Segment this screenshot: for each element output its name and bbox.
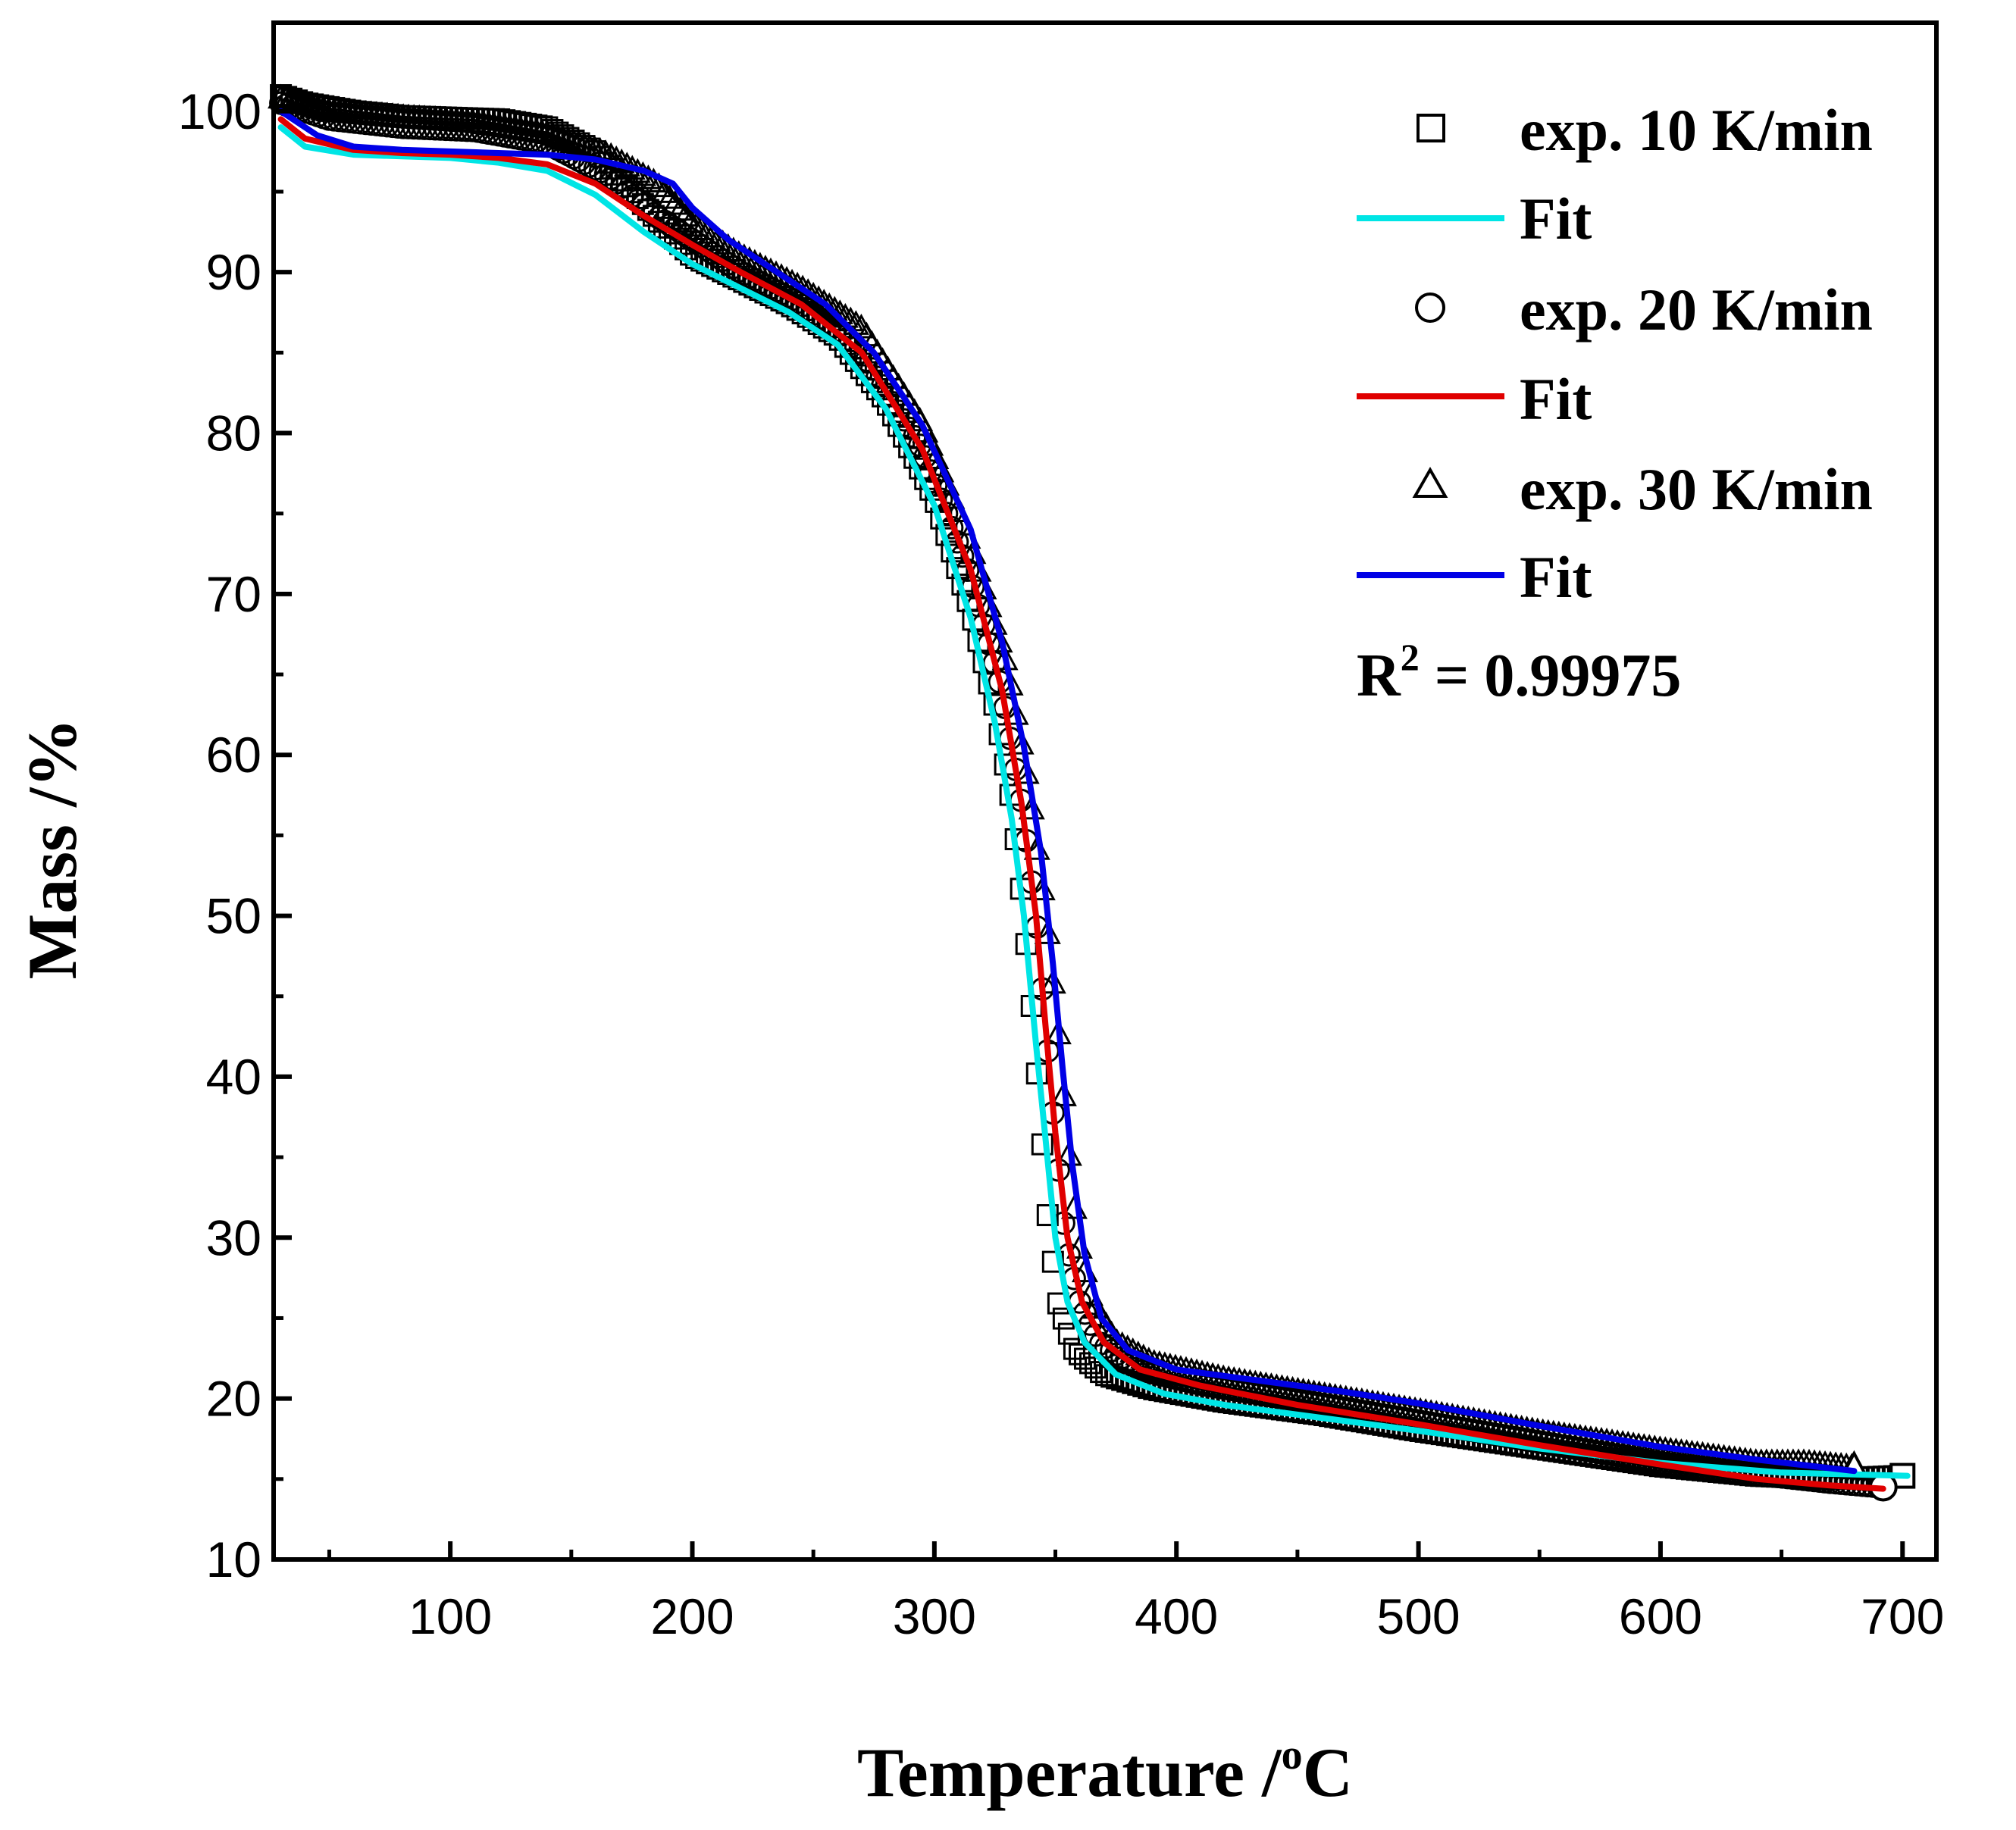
x-tick-label: 400 (1135, 1588, 1218, 1644)
y-tick-label: 20 (206, 1371, 261, 1427)
x-tick-label: 600 (1619, 1588, 1702, 1644)
r-squared-value: = 0.99975 (1420, 643, 1682, 709)
y-tick-label: 60 (206, 727, 261, 783)
marker-triangle (1018, 794, 1045, 820)
fit-line-red (277, 116, 1886, 1492)
marker-triangle (1002, 699, 1029, 725)
marker-triangle (699, 222, 726, 248)
plot-frame (271, 20, 1939, 1562)
legend-label-exp-10: exp. 10 K/min (1520, 97, 1873, 163)
marker-triangle (656, 183, 683, 209)
marker-triangle (672, 202, 700, 227)
fit-line-blue (277, 108, 1858, 1475)
axes: 10 20 30 40 50 60 70 80 90 100 100 200 300 400 500 600 7… (178, 83, 1944, 1644)
y-axis-title: Mass /% (14, 718, 91, 980)
y-tick-label: 50 (206, 888, 261, 944)
x-tick-label: 100 (409, 1588, 492, 1644)
legend-marker-triangle (1412, 466, 1448, 498)
y-tick-label: 10 (206, 1531, 261, 1588)
marker-triangle (650, 178, 678, 203)
legend-label-fit-cyan: Fit (1520, 186, 1592, 252)
marker-triangle (603, 145, 630, 170)
y-tick-label: 90 (206, 244, 261, 300)
marker-triangle (1007, 729, 1035, 755)
marker-triangle (693, 219, 721, 244)
x-tick-label: 300 (893, 1588, 976, 1644)
marker-triangle (683, 211, 710, 237)
legend-marker-square (1417, 114, 1445, 142)
marker-triangle (688, 215, 715, 241)
r-squared-r: R (1357, 643, 1401, 709)
marker-triangle (1055, 1140, 1082, 1166)
marker-triangle (1013, 759, 1040, 784)
data-series (268, 83, 1916, 1502)
legend-label-fit-red: Fit (1520, 366, 1592, 432)
marker-triangle (986, 627, 1013, 653)
legend-label-exp-20: exp. 20 K/min (1520, 277, 1873, 343)
marker-triangle (981, 610, 1008, 635)
fit-line-cyan (277, 124, 1911, 1479)
y-tick-label: 80 (206, 405, 261, 461)
x-axis-title-unit: C (1303, 1734, 1353, 1811)
legend-label-exp-30: exp. 30 K/min (1520, 456, 1873, 522)
legend-label-fit-blue: Fit (1520, 544, 1592, 610)
x-axis-title-main: Temperature / (857, 1734, 1282, 1811)
marker-triangle (667, 196, 694, 221)
r-squared-annotation: R2 = 0.99975 (1357, 636, 1681, 709)
y-tick-label: 70 (206, 566, 261, 622)
marker-triangle (661, 189, 689, 215)
x-tick-label: 200 (650, 1588, 734, 1644)
y-tick-label: 40 (206, 1049, 261, 1105)
y-tick-label: 100 (178, 83, 261, 139)
marker-triangle (645, 172, 672, 198)
x-tick-label: 500 (1377, 1588, 1460, 1644)
r-squared-sup: 2 (1401, 636, 1420, 678)
x-tick-label: 700 (1861, 1588, 1944, 1644)
legend: exp. 10 K/min Fit exp. 20 K/min Fit exp.… (1357, 97, 1873, 610)
marker-triangle (678, 208, 705, 233)
y-tick-label: 30 (206, 1209, 261, 1265)
marker-triangle (1028, 875, 1056, 901)
x-axis-title-sup: o (1282, 1731, 1303, 1778)
x-axis-title: Temperature /oC (857, 1731, 1353, 1811)
legend-marker-circle (1415, 292, 1445, 323)
